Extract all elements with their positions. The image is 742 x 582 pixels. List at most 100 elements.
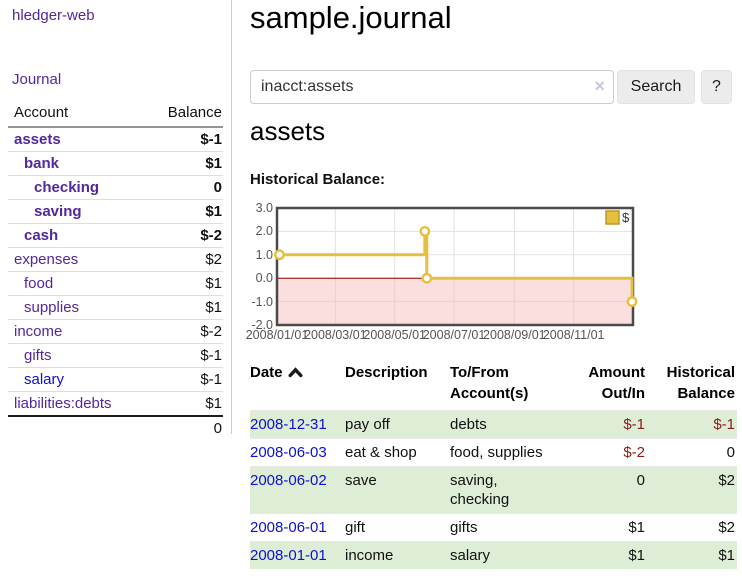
transaction-balance: $2 — [647, 513, 737, 542]
account-link[interactable]: cash — [24, 227, 59, 244]
transaction-balance: $-1 — [647, 410, 737, 439]
y-tick-label: 1.0 — [255, 247, 273, 262]
account-cell: supplies — [8, 295, 144, 320]
account-row: cash $-2 — [8, 223, 223, 248]
account-link[interactable]: supplies — [24, 299, 80, 316]
transaction-date-link[interactable]: 2008-06-03 — [250, 444, 327, 461]
account-balance: $1 — [143, 295, 223, 320]
account-cell: food — [8, 271, 144, 296]
account-link[interactable]: bank — [24, 155, 60, 172]
transaction-description: gift — [345, 513, 450, 542]
transaction-amount: $1 — [575, 541, 647, 569]
accounts-total-value: 0 — [143, 415, 223, 440]
search-input[interactable] — [250, 70, 614, 104]
account-link[interactable]: saving — [34, 203, 82, 220]
account-link[interactable]: gifts — [24, 347, 52, 364]
account-link[interactable]: liabilities:debts — [14, 395, 112, 412]
x-tick-label: 2008/07/01 — [422, 328, 486, 342]
transaction-row: 2008-06-03 eat & shop food, supplies $-2 0 — [250, 438, 737, 467]
sidebar: hledger-web Journal Account Balance asse… — [0, 0, 232, 440]
legend-swatch — [605, 210, 620, 225]
account-link[interactable]: food — [24, 275, 54, 292]
account-row: checking 0 — [8, 175, 223, 200]
app-title-link[interactable]: hledger-web — [12, 7, 95, 24]
account-balance: $1 — [143, 151, 223, 176]
account-row: income $-2 — [8, 319, 223, 344]
account-link[interactable]: income — [14, 323, 63, 340]
page-title: sample.journal — [250, 0, 452, 35]
balance-column-header: Balance — [143, 102, 223, 128]
transaction-balance: $2 — [647, 466, 737, 514]
account-cell: expenses — [8, 247, 144, 272]
transaction-accounts: debts — [450, 410, 575, 439]
register-column-header: Amount Out/In — [588, 364, 645, 402]
transaction-description: save — [345, 466, 450, 514]
account-link[interactable]: expenses — [14, 251, 79, 268]
account-cell: saving — [8, 199, 144, 224]
sort-ascending-icon — [288, 367, 303, 378]
register-column-header[interactable]: Date — [250, 360, 345, 411]
account-cell: bank — [8, 151, 144, 176]
transaction-amount: $-1 — [575, 410, 647, 439]
help-button[interactable]: ? — [701, 70, 732, 104]
account-cell: assets — [8, 126, 144, 152]
account-link[interactable]: checking — [34, 179, 100, 196]
account-balance: $1 — [143, 391, 223, 416]
transaction-description: income — [345, 541, 450, 569]
transaction-date-cell: 2008-12-31 — [250, 410, 345, 439]
transaction-accounts: food, supplies — [450, 438, 575, 467]
register-column-header: Historical Balance — [666, 364, 735, 402]
transaction-date-link[interactable]: 2008-12-31 — [250, 416, 327, 433]
account-column-header: Account — [8, 102, 144, 128]
x-tick-label: 2008/11/01 — [542, 328, 605, 342]
transaction-row: 2008-12-31 pay off debts $-1 $-1 — [250, 410, 737, 439]
transaction-amount: $1 — [575, 513, 647, 542]
historical-balance-chart: $3.0 2.0 1.0 0.0 -1.0 -2.0 2008/01/01 2008/03/0… — [246, 197, 720, 347]
transaction-date-link[interactable]: 2008-06-01 — [250, 519, 327, 536]
sidebar-item-journal[interactable]: Journal — [12, 71, 62, 88]
account-row: supplies $1 — [8, 295, 223, 320]
transaction-accounts: salary — [450, 541, 575, 569]
clear-search-icon[interactable]: × — [594, 76, 605, 96]
transaction-date-cell: 2008-01-01 — [250, 541, 345, 569]
accounts-total-spacer — [8, 415, 144, 440]
account-balance: $-1 — [143, 367, 223, 392]
y-tick-label: -2.0 — [251, 318, 273, 332]
search-button[interactable]: Search — [617, 70, 695, 104]
account-balance: $-2 — [143, 319, 223, 344]
transaction-description: pay off — [345, 410, 450, 439]
x-tick-label: 2008/01/01 — [245, 328, 309, 342]
account-row: liabilities:debts $1 — [8, 391, 223, 416]
account-cell: liabilities:debts — [8, 391, 144, 416]
main-content: sample.journal × Search ? assets Histori… — [246, 0, 742, 582]
transaction-amount: 0 — [575, 466, 647, 514]
accounts-table: Account Balance assets $-1 bank $1 checking 0… — [8, 102, 223, 440]
y-tick-label: -1.0 — [251, 294, 273, 309]
account-row: salary $-1 — [8, 367, 223, 392]
register-table: Date Description To/From Account(s) Amount … — [250, 360, 737, 569]
transaction-date-link[interactable]: 2008-06-02 — [250, 472, 327, 489]
account-row: expenses $2 — [8, 247, 223, 272]
transaction-accounts: gifts — [450, 513, 575, 542]
transaction-accounts: saving, checking — [450, 466, 575, 514]
transaction-date-cell: 2008-06-03 — [250, 438, 345, 467]
account-row: gifts $-1 — [8, 343, 223, 368]
accounts-table-header: Account Balance — [8, 102, 223, 128]
chart-heading: Historical Balance: — [250, 171, 386, 188]
chart-canvas: $ — [274, 206, 638, 327]
transaction-row: 2008-06-02 save saving, checking 0 $2 — [250, 466, 737, 514]
x-tick-label: 2008/09/01 — [483, 328, 546, 342]
x-tick-label: 2008/03/01 — [304, 328, 367, 342]
account-link[interactable]: salary — [24, 371, 65, 388]
x-tick-label: 2008/05/01 — [363, 328, 426, 342]
account-link[interactable]: assets — [14, 131, 61, 148]
transaction-amount: $-2 — [575, 438, 647, 467]
account-heading: assets — [250, 116, 326, 146]
transaction-date-link[interactable]: 2008-01-01 — [250, 547, 327, 564]
y-tick-label: 3.0 — [255, 201, 273, 215]
account-balance: 0 — [143, 175, 223, 200]
transaction-description: eat & shop — [345, 438, 450, 467]
account-row: food $1 — [8, 271, 223, 296]
transaction-date-cell: 2008-06-02 — [250, 466, 345, 514]
account-row: bank $1 — [8, 151, 223, 176]
